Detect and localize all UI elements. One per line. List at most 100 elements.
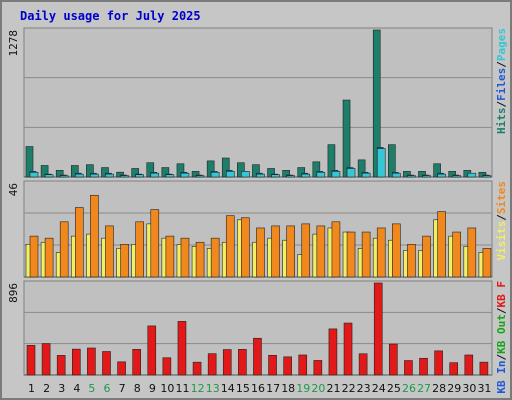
bar-kbytes — [222, 349, 232, 376]
bar-hits — [101, 167, 109, 178]
bar-kbytes — [132, 349, 141, 376]
bar-sites — [195, 241, 205, 278]
bar-kbytes — [298, 354, 308, 376]
x-tick-label: 8 — [134, 382, 141, 395]
bar-hits — [403, 171, 411, 178]
bar-kbytes — [102, 351, 111, 376]
bar-kbytes — [343, 322, 353, 376]
bar-pages — [467, 172, 477, 178]
x-tick-label: 12 — [191, 382, 205, 395]
x-tick-label: 11 — [176, 382, 190, 395]
x-tick-label: 1 — [28, 382, 35, 395]
legend-item-sites: Sites — [495, 181, 508, 214]
legend-separator: / — [495, 354, 508, 361]
y-max-label: 896 — [7, 283, 20, 303]
bar-kbytes — [192, 361, 202, 376]
legend-separator: / — [495, 214, 508, 221]
x-tick-label: 14 — [221, 382, 235, 395]
bar-hits — [342, 99, 351, 178]
bar-pages — [392, 172, 401, 178]
legend-visits-sites: Visits/Sites — [495, 181, 508, 261]
bar-kbytes — [41, 343, 51, 376]
bar-pages — [29, 171, 39, 178]
bar-sites — [467, 227, 477, 278]
bar-hits — [282, 170, 290, 178]
bar-sites — [482, 248, 492, 278]
bar-hits — [55, 170, 64, 178]
bar-sites — [120, 244, 129, 278]
x-tick-label: 19 — [296, 382, 310, 395]
bar-hits — [388, 144, 396, 178]
bar-hits — [86, 164, 94, 178]
y-max-label: 1278 — [7, 30, 20, 57]
x-tick-label: 22 — [342, 382, 356, 395]
bar-sites — [90, 194, 99, 278]
bar-hits — [252, 164, 260, 178]
bar-pages — [165, 174, 175, 178]
bar-kbytes — [373, 282, 383, 376]
legend-item-kb-f: KB F — [495, 281, 508, 308]
bar-hits — [237, 162, 245, 178]
bar-hits — [448, 171, 457, 178]
bar-pages — [361, 172, 371, 178]
bar-sites — [392, 223, 401, 278]
bar-sites — [44, 237, 54, 278]
bar-kbytes — [434, 350, 443, 376]
bar-pages — [407, 175, 416, 178]
bar-sites — [376, 227, 386, 278]
bar-sites — [437, 211, 446, 278]
x-tick-label: 6 — [104, 382, 111, 395]
x-tick-label: 7 — [119, 382, 126, 395]
x-tick-label: 20 — [311, 382, 325, 395]
x-tick-label: 24 — [372, 382, 386, 395]
bar-sites — [150, 209, 160, 278]
bar-sites — [256, 227, 265, 278]
y-max-label: 46 — [7, 183, 20, 196]
bar-kbytes — [464, 354, 474, 376]
bar-kbytes — [56, 355, 66, 376]
bar-pages — [452, 175, 462, 178]
bar-pages — [120, 175, 129, 178]
bar-hits — [357, 159, 366, 178]
bar-kbytes — [268, 354, 277, 376]
x-tick-label: 30 — [462, 382, 476, 395]
bar-pages — [195, 175, 205, 178]
bar-kbytes — [419, 357, 428, 376]
bar-hits — [478, 171, 487, 178]
bar-pages — [225, 171, 235, 178]
bar-hits — [70, 165, 79, 178]
bar-pages — [422, 175, 431, 178]
bar-sites — [29, 235, 39, 278]
bar-hits — [433, 163, 441, 178]
bar-kbytes — [358, 353, 368, 376]
bar-sites — [346, 231, 356, 278]
bar-pages — [180, 172, 190, 178]
bar-kbytes — [26, 345, 36, 376]
bar-pages — [256, 173, 265, 178]
bar-sites — [361, 231, 371, 278]
legend-separator: / — [495, 101, 508, 108]
x-tick-label: 31 — [477, 382, 491, 395]
bar-hits — [267, 168, 275, 178]
bar-pages — [301, 173, 311, 178]
bar-sites — [241, 217, 250, 278]
bar-pages — [59, 175, 69, 178]
bar-kbytes — [162, 357, 172, 376]
bar-hits — [25, 146, 34, 178]
bar-pages — [135, 174, 144, 178]
bar-kbytes — [389, 343, 398, 376]
x-tick-label: 21 — [326, 382, 340, 395]
legend-kbytes: KB In/KB Out/KB F — [495, 281, 508, 394]
bar-hits — [40, 165, 49, 178]
bar-sites — [301, 223, 311, 278]
bar-kbytes — [238, 349, 247, 376]
bar-pages — [346, 168, 356, 178]
bar-sites — [210, 237, 220, 278]
bar-pages — [241, 171, 250, 178]
bar-kbytes — [283, 356, 292, 376]
bar-sites — [59, 221, 69, 278]
x-tick-label: 25 — [387, 382, 401, 395]
bar-pages — [90, 173, 99, 178]
legend-separator: / — [495, 307, 508, 314]
